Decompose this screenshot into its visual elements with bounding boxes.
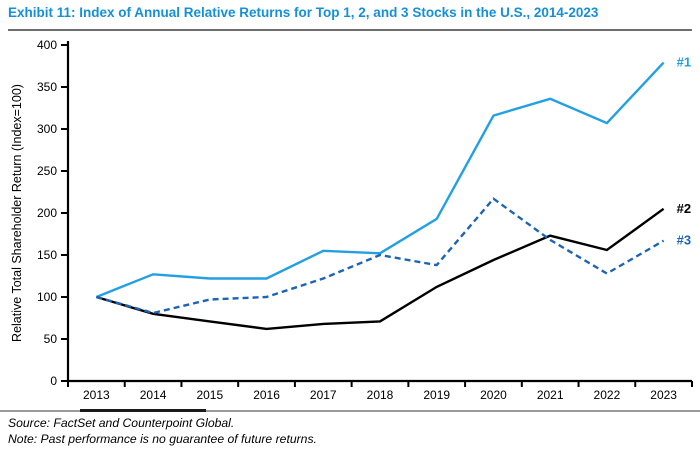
- y-tick-label: 250: [37, 164, 57, 178]
- line-chart: 0 50 100 150 200 250 300 350 400 2013 2014 2015 2016…: [37, 38, 693, 402]
- x-tick-label: 2022: [594, 388, 621, 402]
- chart-area: 0 50 100 150 200 250 300 350 400 2013 2014 2015 2016…: [0, 34, 700, 411]
- y-tick-label: 300: [37, 122, 57, 136]
- x-tick-label: 2017: [310, 388, 337, 402]
- series-end-label-1: #1: [677, 55, 691, 70]
- y-axis-title: Relative Total Shareholder Return (Index…: [10, 84, 24, 342]
- title-divider-rule: [8, 29, 692, 31]
- x-tick-label: 2023: [650, 388, 677, 402]
- series-line-2: [96, 207, 665, 331]
- exhibit-title: Exhibit 11: Index of Annual Relative Ret…: [8, 5, 599, 20]
- y-tick-label: 350: [37, 80, 57, 94]
- source-note: Source: FactSet and Counterpoint Global.: [8, 416, 235, 430]
- series-line-1: [95, 61, 665, 299]
- x-tick-label: 2015: [196, 388, 223, 402]
- x-tick-label: 2013: [83, 388, 110, 402]
- series-end-label-3: #3: [677, 233, 691, 248]
- series-line-3: [96, 197, 665, 315]
- performance-note: Note: Past performance is no guarantee o…: [8, 432, 317, 446]
- x-tick-label: 2020: [480, 388, 507, 402]
- x-tick-label: 2021: [537, 388, 564, 402]
- y-tick-label: 100: [37, 290, 57, 304]
- x-tick-label: 2016: [253, 388, 280, 402]
- x-tick-label: 2014: [140, 388, 167, 402]
- y-tick-label: 0: [50, 374, 57, 388]
- chart-footer: Source: FactSet and Counterpoint Global.…: [8, 415, 696, 447]
- y-tick-label: 150: [37, 248, 57, 262]
- y-tick-label: 50: [44, 332, 58, 346]
- series-end-label-2: #2: [677, 201, 691, 216]
- x-tick-label: 2018: [367, 388, 394, 402]
- footer-divider-rule: [0, 410, 700, 412]
- x-tick-label: 2019: [423, 388, 450, 402]
- footer-divider-rule-dark-segment: [80, 409, 206, 412]
- y-tick-label: 400: [37, 38, 57, 52]
- y-tick-label: 200: [37, 206, 57, 220]
